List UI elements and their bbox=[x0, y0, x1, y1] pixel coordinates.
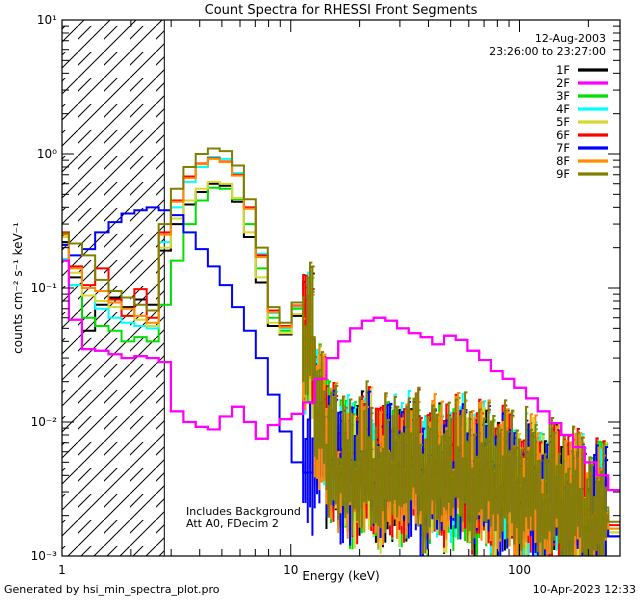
y-tick-3: 10⁰ bbox=[37, 147, 57, 161]
legend-label-2f: 2F bbox=[556, 76, 570, 90]
y-tick-0: 10⁻³ bbox=[31, 549, 58, 563]
footer-generator: Generated by hsi_min_spectra_plot.pro bbox=[4, 583, 220, 596]
footer-timestamp: 10-Apr-2023 12:33 bbox=[533, 583, 636, 596]
data-series-group bbox=[62, 147, 620, 556]
y-axis-tick-labels: 10⁻³ 10⁻² 10⁻¹ 10⁰ 10¹ bbox=[31, 13, 58, 563]
page-title: Count Spectra for RHESSI Front Segments bbox=[205, 3, 478, 18]
legend-label-9f: 9F bbox=[556, 167, 570, 181]
y-tick-4: 10¹ bbox=[37, 13, 57, 27]
x-axis-tick-labels: 1 10 100 bbox=[58, 563, 531, 577]
legend-label-6f: 6F bbox=[556, 128, 570, 142]
y-axis-label: counts cm⁻² s⁻¹ keV⁻¹ bbox=[11, 222, 25, 354]
legend-label-5f: 5F bbox=[556, 115, 570, 129]
observation-date: 12-Aug-2003 bbox=[535, 32, 606, 45]
series-line-2f-top bbox=[62, 259, 620, 492]
x-tick-1: 10 bbox=[283, 563, 298, 577]
series-noise-9f bbox=[302, 261, 609, 556]
note-attenuator-state: Att A0, FDecim 2 bbox=[186, 517, 279, 530]
y-tick-2: 10⁻¹ bbox=[31, 281, 58, 295]
y-tick-1: 10⁻² bbox=[31, 415, 58, 429]
legend-label-7f: 7F bbox=[556, 141, 570, 155]
hatched-threshold-region bbox=[62, 20, 165, 556]
observation-time-range: 23:26:00 to 23:27:00 bbox=[489, 45, 606, 58]
axis-ticks bbox=[61, 19, 620, 557]
legend-label-3f: 3F bbox=[556, 89, 570, 103]
legend-label-8f: 8F bbox=[556, 154, 570, 168]
note-includes-background: Includes Background bbox=[186, 505, 301, 518]
x-tick-0: 1 bbox=[58, 563, 66, 577]
legend-label-1f: 1F bbox=[556, 63, 570, 77]
x-tick-2: 100 bbox=[508, 563, 531, 577]
legend-label-4f: 4F bbox=[556, 102, 570, 116]
x-axis-label: Energy (keV) bbox=[302, 569, 379, 583]
